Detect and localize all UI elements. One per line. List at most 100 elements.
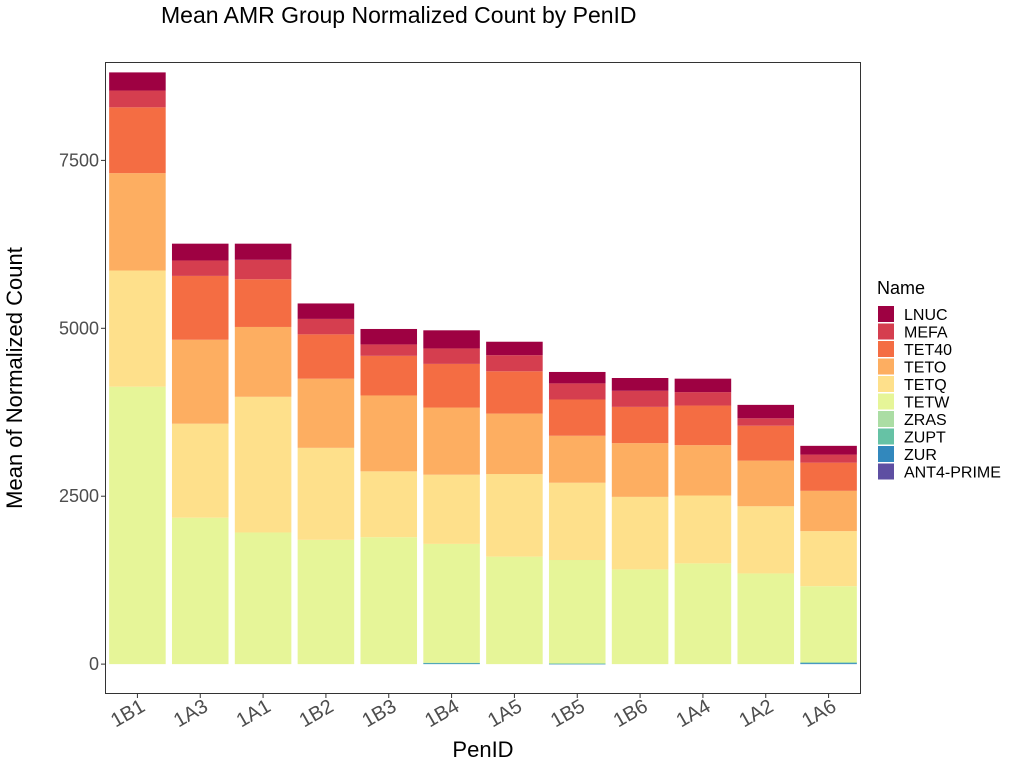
x-tick-label-1A5: 1A5 (484, 695, 526, 732)
y-tick-label-7500: 7500 (59, 150, 99, 170)
bar-segment-1A3-mefa (171, 260, 229, 276)
bar-segment-1B2-lnuc (297, 303, 355, 319)
y-axis-title: Mean of Normalized Count (2, 247, 27, 509)
bar-segment-1A3-teto (171, 339, 229, 424)
y-tick-label-2500: 2500 (59, 486, 99, 506)
bar-segment-1B3-lnuc (360, 328, 418, 345)
bar-segment-1B1-tet40 (109, 107, 166, 174)
bar-segment-1A1-lnuc (234, 243, 292, 260)
legend-label-zur: ZUR (904, 447, 937, 464)
bar-segment-1B1-tetq (109, 270, 166, 387)
bar-segment-1B5-tetw (548, 560, 606, 664)
bar-segment-1A5-tetq (486, 474, 543, 557)
x-tick-label-1A4: 1A4 (673, 695, 715, 732)
x-tick-label-1A3: 1A3 (170, 695, 212, 732)
bar-segment-1A3-tetw (171, 517, 229, 665)
bar-segment-1B4-teto (423, 407, 480, 475)
bar-segment-1A3-tetq (171, 423, 229, 518)
bar-segment-1A6-mefa (800, 454, 857, 463)
legend-key-teto (878, 358, 894, 375)
bar-segment-1A6-tetw (800, 586, 857, 663)
bar-segment-1B1-mefa (109, 90, 166, 108)
legend-key-lnuc (878, 306, 894, 322)
bar-segment-1A2-tetw (737, 573, 795, 665)
bar-segment-1B4-tet40 (423, 363, 480, 408)
bar-segment-1A6-zur (800, 663, 857, 665)
legend-key-zur (878, 446, 894, 462)
bar-segment-1B6-teto (611, 443, 669, 497)
bar-segment-1A2-mefa (737, 418, 795, 426)
bar-segment-1A1-tetq (234, 396, 292, 533)
bar-segment-1A3-tet40 (171, 275, 229, 340)
bar-segment-1B5-tetq (548, 482, 606, 561)
x-tick-label-1B5: 1B5 (547, 695, 589, 732)
bar-segment-1A2-tetq (737, 506, 795, 574)
bar-segment-1A6-zupt (800, 662, 857, 664)
bar-segment-1B5-lnuc (548, 371, 606, 384)
x-tick-label-1A1: 1A1 (233, 695, 275, 732)
bar-segment-1B4-zupt (423, 662, 480, 664)
legend-label-zupt: ZUPT (904, 430, 946, 447)
bar-segment-1A6-tetq (800, 531, 857, 587)
bar-segment-1A2-tet40 (737, 425, 795, 461)
bar-segment-1A4-lnuc (674, 378, 732, 393)
bar-segment-1B6-lnuc (611, 378, 669, 391)
x-tick-label-1B6: 1B6 (610, 695, 652, 732)
legend-key-mefa (878, 323, 894, 340)
bar-segment-1A5-teto (486, 413, 543, 475)
bar-segment-1A1-teto (234, 326, 292, 397)
legend-key-zupt (878, 428, 894, 445)
bar-segment-1A5-tetw (486, 556, 543, 665)
legend-label-lnuc: LNUC (904, 307, 948, 324)
bar-segment-1A4-tetw (674, 563, 732, 665)
bar-segment-1B3-mefa (360, 344, 418, 356)
bar-segment-1A4-tet40 (674, 405, 732, 446)
bar-segment-1A4-tetq (674, 495, 732, 564)
bar-segment-1A1-tet40 (234, 279, 292, 327)
bar-segment-1B3-tetw (360, 537, 418, 665)
bar-segment-1B3-teto (360, 395, 418, 472)
bar-segment-1A4-mefa (674, 392, 732, 406)
x-axis-title: PenID (452, 737, 513, 762)
x-tick-label-1B1: 1B1 (107, 695, 149, 732)
bar-segment-1A5-mefa (486, 355, 543, 372)
bar-segment-1B4-mefa (423, 348, 480, 364)
chart-title: Mean AMR Group Normalized Count by PenID (161, 2, 637, 28)
bar-segment-1A2-lnuc (737, 404, 795, 419)
plot-panel-border (105, 62, 861, 694)
y-tick-label-5000: 5000 (59, 318, 99, 338)
bar-segment-1B4-tetq (423, 474, 480, 544)
bar-segment-1B6-tetw (611, 569, 669, 665)
legend-key-tet40 (878, 341, 894, 357)
bar-segment-1A2-teto (737, 460, 795, 507)
legend-label-tetq: TETQ (904, 377, 947, 394)
bar-segment-1A1-tetw (234, 532, 292, 665)
bar-segment-1A5-lnuc (486, 341, 543, 356)
legend-label-zras: ZRAS (904, 412, 947, 429)
bar-segment-1A4-teto (674, 445, 732, 496)
bar-segment-1B3-tet40 (360, 355, 418, 396)
legend-key-tetw (878, 393, 894, 410)
legend-key-ant4-prime (878, 463, 894, 480)
x-tick-label-1B4: 1B4 (421, 695, 463, 732)
bars-layer (109, 72, 857, 665)
legend: Name LNUCMEFATET40TETOTETQTETWZRASZUPTZU… (877, 278, 1001, 482)
bar-segment-1B1-lnuc (109, 72, 166, 91)
bar-segment-1A1-mefa (234, 259, 292, 280)
bar-segment-1B5-zupt (548, 663, 606, 665)
legend-label-teto: TETO (904, 360, 946, 377)
bar-segment-1A3-lnuc (171, 243, 229, 261)
bar-segment-1B5-zur (548, 663, 606, 665)
legend-label-tet40: TET40 (904, 342, 952, 359)
legend-title: Name (877, 278, 925, 298)
bar-segment-1A5-tet40 (486, 371, 543, 414)
x-tick-label-1B3: 1B3 (358, 695, 400, 732)
bar-segment-1B5-teto (548, 435, 606, 483)
legend-label-ant4-prime: ANT4-PRIME (904, 465, 1001, 482)
legend-label-mefa: MEFA (904, 325, 948, 342)
x-axis: 1B1 1A3 1A1 1B2 1B3 1B4 1A5 1B5 1B6 1A4 1A2 1A6 (107, 693, 840, 732)
bar-segment-1B2-tet40 (297, 334, 355, 379)
bar-segment-1B2-teto (297, 378, 355, 448)
